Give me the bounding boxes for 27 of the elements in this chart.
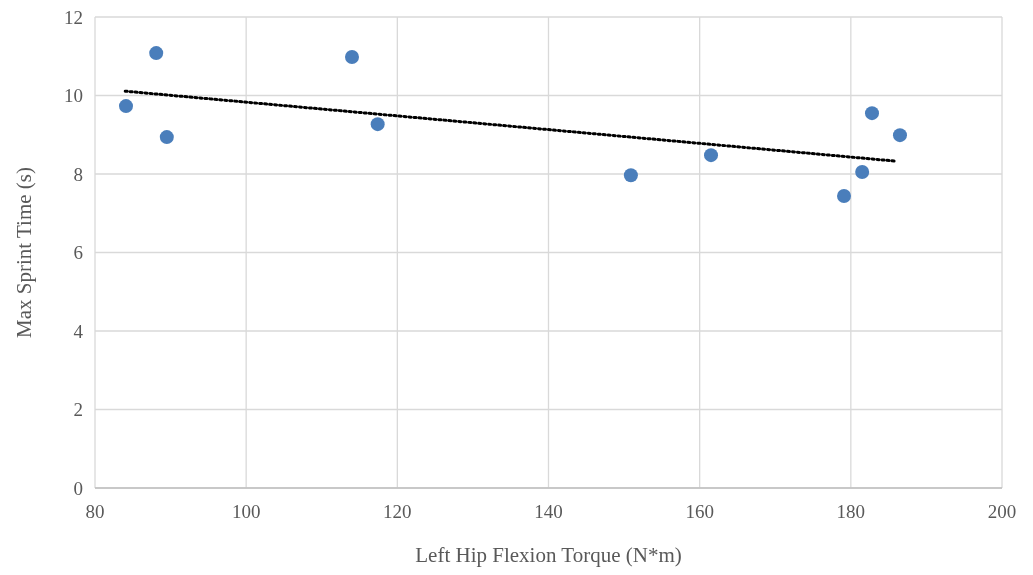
x-tick-label: 180 — [836, 501, 866, 522]
y-tick-label: 8 — [73, 163, 83, 185]
x-tick-label: 200 — [987, 501, 1017, 522]
point — [892, 128, 907, 143]
y-axis-title: Max Sprint Time (s) — [12, 167, 36, 338]
point — [370, 117, 385, 132]
y-tick-label: 4 — [73, 320, 84, 342]
point — [865, 106, 879, 121]
point — [704, 148, 718, 163]
point — [118, 99, 133, 114]
x-tick-label: 100 — [231, 501, 261, 522]
point — [344, 50, 359, 65]
x-tick-label: 80 — [85, 501, 105, 522]
y-tick-label: 0 — [73, 477, 83, 499]
x-tick-label: 140 — [534, 501, 563, 522]
x-tick-label: 160 — [685, 501, 714, 522]
y-tick-label: 12 — [64, 6, 83, 28]
point — [159, 130, 174, 145]
x-axis-title: Left Hip Flexion Torque (N*m) — [415, 543, 682, 567]
y-tick-label: 6 — [73, 242, 83, 264]
point — [837, 188, 852, 203]
point — [623, 168, 638, 183]
point — [149, 46, 164, 61]
x-tick-label: 120 — [383, 501, 412, 522]
point — [855, 165, 870, 180]
y-tick-label: 2 — [73, 399, 83, 421]
y-tick-label: 10 — [64, 85, 83, 107]
